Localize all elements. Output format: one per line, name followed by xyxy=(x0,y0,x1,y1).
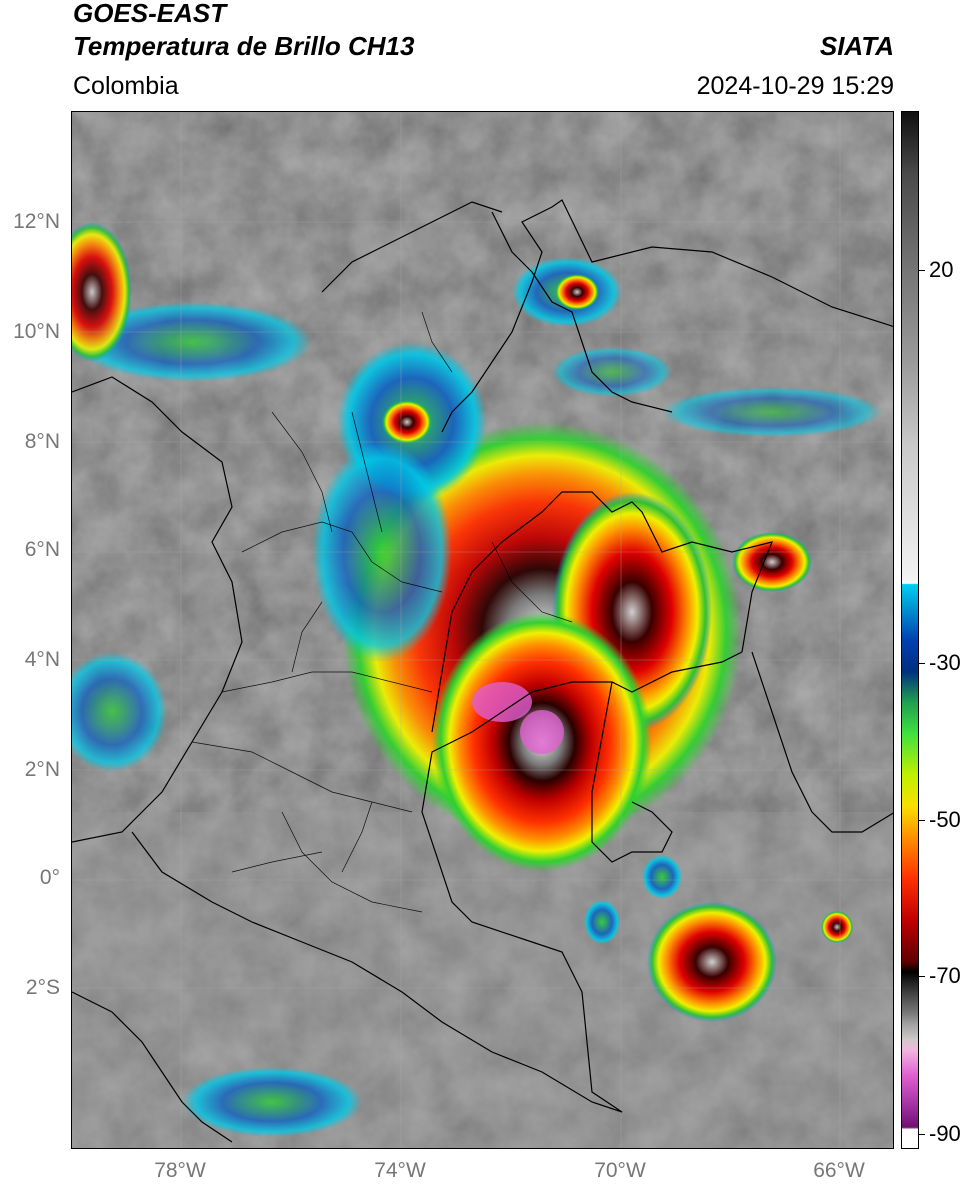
colorbar-tick xyxy=(919,820,925,821)
colorbar-label: 20 xyxy=(929,257,954,282)
colorbar-tick xyxy=(919,270,925,271)
lat-label: 0° xyxy=(39,866,60,889)
region-label: Colombia xyxy=(73,72,179,100)
lat-label: 12°N xyxy=(13,210,60,233)
lon-label: 66°W xyxy=(813,1159,865,1182)
product-title: Temperatura de Brillo CH13 xyxy=(73,31,415,61)
satellite-title: GOES-EAST xyxy=(73,0,227,28)
map-canvas xyxy=(72,112,893,1148)
lat-label: 6°N xyxy=(24,538,60,561)
source-label: SIATA xyxy=(819,31,894,61)
colorbar-tick xyxy=(919,976,925,977)
lon-label: 78°W xyxy=(154,1159,206,1182)
lat-label: 10°N xyxy=(13,320,60,343)
lon-label: 70°W xyxy=(594,1159,646,1182)
lat-label: 8°N xyxy=(24,430,60,453)
datetime-label: 2024-10-29 15:29 xyxy=(696,72,894,100)
colorbar-label: -50 xyxy=(929,807,961,832)
lat-label: 4°N xyxy=(24,648,60,671)
satellite-map xyxy=(71,111,894,1149)
colorbar-label: -30 xyxy=(929,650,961,675)
colorbar xyxy=(901,111,919,1149)
department-borders xyxy=(191,311,573,913)
colorbar-tick xyxy=(919,663,925,664)
colorbar-tick xyxy=(919,1134,925,1135)
lon-label: 74°W xyxy=(374,1159,426,1182)
colorbar-label: -70 xyxy=(929,963,961,988)
lat-label: 2°S xyxy=(25,976,60,999)
country-borders xyxy=(72,199,893,1143)
lat-label: 2°N xyxy=(24,758,60,781)
colorbar-label: -90 xyxy=(929,1121,961,1146)
gridlines xyxy=(72,112,893,1148)
